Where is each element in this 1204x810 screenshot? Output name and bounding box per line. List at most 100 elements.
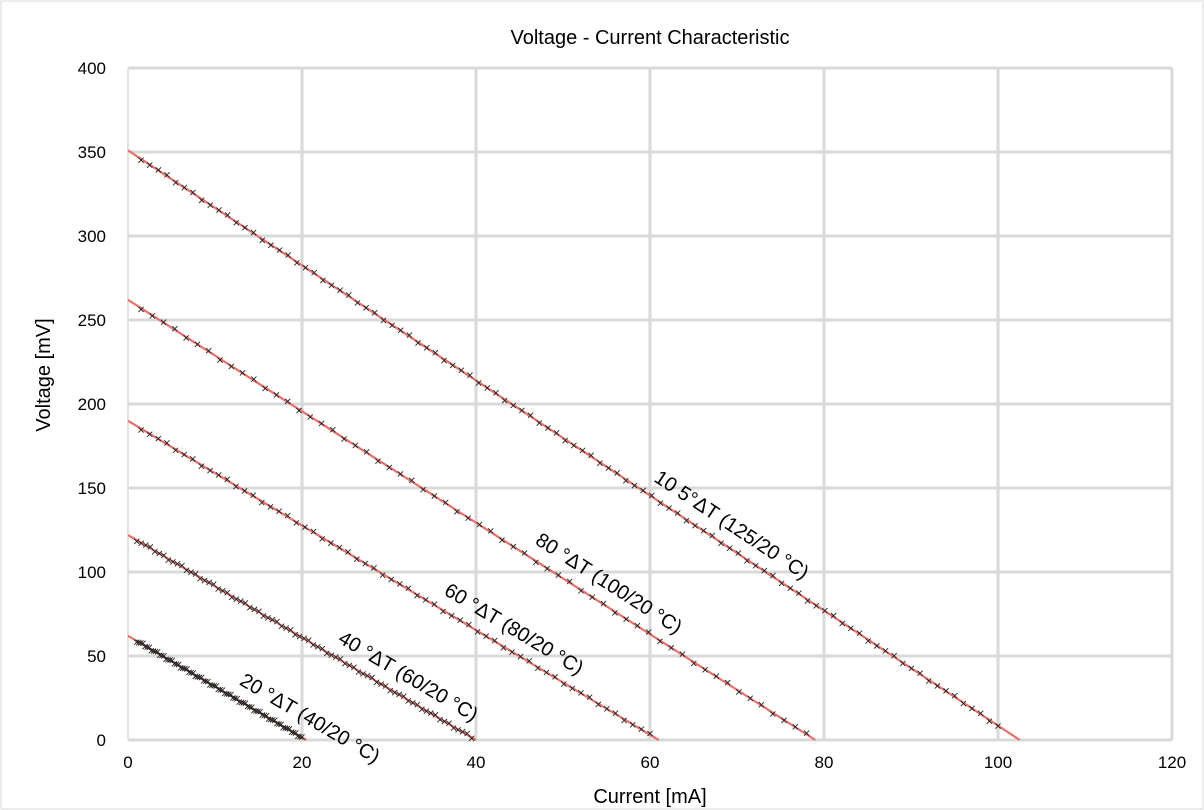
- data-point: [302, 524, 308, 531]
- x-tick-label: 40: [467, 753, 486, 772]
- data-point: [233, 596, 240, 603]
- y-tick-label: 200: [78, 395, 106, 414]
- data-point: [311, 269, 318, 276]
- data-point: [363, 448, 370, 455]
- data-point: [873, 642, 880, 649]
- data-point: [464, 730, 471, 737]
- data-point: [171, 325, 178, 332]
- data-point: [369, 674, 375, 681]
- data-point: [373, 679, 380, 686]
- x-tick-label: 20: [293, 753, 312, 772]
- data-point: [432, 711, 439, 718]
- data-point: [190, 189, 196, 196]
- data-point: [600, 600, 607, 607]
- data-point: [242, 224, 248, 231]
- data-point: [442, 499, 449, 506]
- data-point: [702, 666, 708, 673]
- data-point: [386, 464, 393, 471]
- data-point: [951, 692, 958, 699]
- data-point: [250, 376, 257, 383]
- data-point: [406, 332, 413, 339]
- data-point: [319, 535, 326, 542]
- data-point: [543, 669, 550, 676]
- data-point: [415, 340, 421, 346]
- data-point: [414, 701, 421, 708]
- data-point: [198, 463, 205, 470]
- data-point: [423, 344, 430, 351]
- y-tick-label: 250: [78, 311, 106, 330]
- data-point: [623, 616, 630, 623]
- data-point: [207, 202, 214, 209]
- data-point: [382, 683, 389, 689]
- data-point: [332, 654, 339, 660]
- data-point: [453, 508, 460, 515]
- data-point: [847, 625, 854, 632]
- data-point: [500, 644, 507, 651]
- data-point: [237, 598, 244, 604]
- data-point: [138, 426, 144, 433]
- data-point: [781, 717, 787, 724]
- data-point: [647, 730, 653, 737]
- data-point: [467, 372, 473, 379]
- data-point: [224, 212, 231, 218]
- x-axis-title: Current [mA]: [593, 786, 706, 808]
- data-point: [188, 569, 194, 576]
- data-point: [397, 327, 404, 334]
- data-point: [241, 487, 248, 494]
- data-point: [269, 616, 276, 623]
- data-point: [239, 369, 246, 376]
- data-point: [328, 282, 335, 289]
- data-point: [588, 452, 595, 459]
- data-point: [569, 685, 576, 692]
- data-point: [371, 564, 377, 571]
- data-point: [146, 162, 153, 169]
- data-point: [183, 335, 190, 341]
- data-point: [189, 456, 196, 462]
- data-point: [224, 476, 231, 483]
- data-point: [138, 540, 145, 547]
- data-point: [183, 567, 190, 574]
- data-point: [803, 730, 810, 737]
- data-point: [138, 306, 144, 313]
- data-point: [458, 367, 465, 374]
- data-point: [735, 689, 742, 695]
- data-point: [151, 548, 158, 555]
- data-point: [396, 580, 403, 587]
- data-point: [341, 660, 348, 667]
- data-point: [735, 550, 742, 556]
- data-point: [228, 594, 235, 601]
- data-point: [634, 622, 641, 629]
- y-tick-label: 50: [87, 647, 106, 666]
- data-point: [378, 681, 385, 688]
- y-tick-label: 100: [78, 563, 106, 582]
- data-point: [192, 571, 199, 577]
- data-point: [217, 357, 223, 363]
- data-point: [679, 651, 686, 658]
- data-point: [517, 653, 524, 660]
- data-point: [995, 723, 1001, 729]
- data-point: [224, 589, 231, 596]
- data-point: [198, 197, 205, 204]
- data-point: [423, 708, 430, 715]
- data-point: [465, 621, 472, 628]
- data-point: [265, 614, 271, 621]
- data-point: [986, 718, 993, 725]
- data-point: [770, 572, 776, 579]
- data-point: [544, 565, 551, 572]
- data-point: [305, 637, 312, 644]
- data-point: [534, 665, 541, 672]
- data-point: [375, 458, 381, 465]
- data-point: [181, 451, 188, 458]
- data-point: [769, 711, 776, 717]
- data-point: [544, 425, 551, 431]
- data-point: [891, 652, 898, 659]
- data-point: [267, 503, 274, 510]
- y-tick-label: 400: [78, 59, 106, 78]
- data-point: [578, 689, 584, 696]
- data-point: [172, 179, 179, 186]
- data-point: [179, 562, 185, 569]
- data-point: [219, 587, 226, 594]
- data-point: [450, 725, 457, 731]
- data-point: [405, 585, 412, 592]
- data-point: [908, 665, 915, 672]
